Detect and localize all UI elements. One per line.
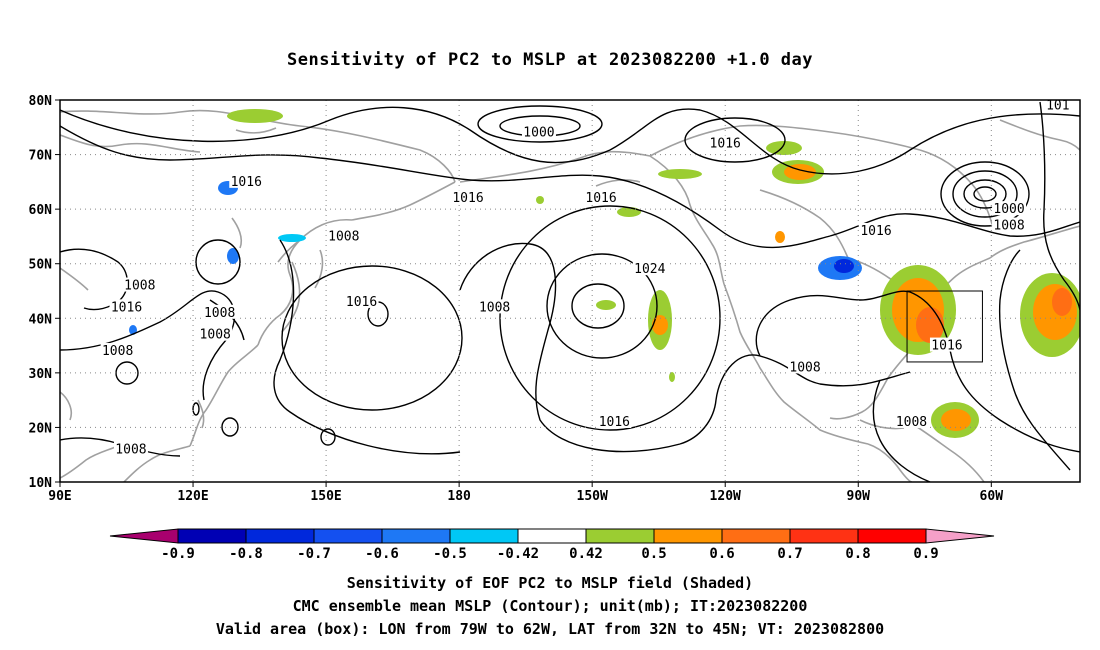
- colorbar-label: -0.9: [161, 546, 195, 562]
- lon-label: 120E: [177, 489, 208, 504]
- contour-labels: 1016 1008 1016 1008 1008 1008 1008 1016 1008 1000…: [100, 97, 1071, 457]
- colorbar-bin: [517, 528, 587, 544]
- colorbar-label: -0.8: [229, 546, 263, 562]
- contour-label-bg: [113, 441, 148, 456]
- contour-label-bg: [584, 190, 619, 205]
- colorbar-bin: [721, 528, 791, 544]
- colorbar-label: 0.8: [845, 546, 870, 562]
- footer-line-1: Sensitivity of EOF PC2 to MSLP field (Sh…: [346, 574, 754, 592]
- contour-label: 1008: [124, 279, 155, 294]
- lat-label: 70N: [29, 149, 53, 164]
- colorbar-label: 0.42: [569, 546, 603, 562]
- colorbar-label: -0.42: [497, 546, 539, 562]
- colorbar-bin: [585, 528, 655, 544]
- contour-label-bg: [632, 261, 667, 276]
- contour-label: 1016: [931, 339, 962, 354]
- lon-label: 60W: [980, 489, 1004, 504]
- map-title: Sensitivity of PC2 to MSLP at 2023082200…: [286, 50, 813, 70]
- colorbar-label: 0.9: [913, 546, 938, 562]
- contour-label: 1016: [346, 295, 377, 310]
- colorbar-bin: [449, 528, 519, 544]
- lat-label: 10N: [29, 476, 53, 491]
- lon-label: 120W: [710, 489, 741, 504]
- contour-label: 1016: [452, 191, 483, 206]
- footer-line-2: CMC ensemble mean MSLP (Contour); unit(m…: [292, 597, 808, 615]
- colorbar-label: -0.7: [297, 546, 331, 562]
- map-frame: [59, 99, 1081, 483]
- contour-label-bg: [198, 326, 233, 341]
- contour-label-bg: [521, 124, 556, 139]
- colorbar-bin: [789, 528, 859, 544]
- lon-label: 150E: [310, 489, 341, 504]
- colorbar-bin: [245, 528, 315, 544]
- colorbar-label: 0.6: [709, 546, 734, 562]
- contour-label-bg: [992, 217, 1027, 232]
- contour-label-bg: [344, 293, 379, 308]
- contour-label: 1008: [896, 415, 927, 430]
- contour-label: 101: [1046, 98, 1069, 113]
- contour-label-bg: [477, 299, 512, 314]
- colorbar-bin: [177, 528, 247, 544]
- contour-label: 1016: [585, 191, 616, 206]
- contour-label-bg: [1044, 97, 1071, 112]
- colorbar-label: 0.7: [777, 546, 802, 562]
- contour-label: 1016: [599, 415, 630, 430]
- contour-label-bg: [708, 135, 743, 150]
- contour-label-bg: [100, 343, 135, 358]
- colorbar-bin: [313, 528, 383, 544]
- contour-label-bg: [929, 337, 964, 352]
- contour-label: 1008: [115, 442, 146, 457]
- contour-label: 1008: [200, 328, 231, 343]
- lat-label: 80N: [29, 94, 53, 109]
- colorbar-bin: [381, 528, 451, 544]
- lon-label: 180: [447, 489, 471, 504]
- contour-label-bg: [992, 201, 1027, 216]
- contour-label: 1008: [479, 300, 510, 315]
- map-gridlines: [60, 100, 1080, 482]
- valid-area-box: [906, 290, 983, 363]
- sensitivity-shading: [129, 109, 1080, 438]
- contour-label: 1016: [710, 137, 741, 152]
- contour-label-bg: [894, 413, 929, 428]
- contour-label: 1008: [328, 229, 359, 244]
- lat-label: 20N: [29, 421, 53, 436]
- lat-label: 30N: [29, 367, 53, 382]
- colorbar-label: 0.5: [641, 546, 666, 562]
- colorbar-left-arrow: [109, 528, 179, 544]
- contour-label: 1000: [523, 126, 554, 141]
- lat-label: 40N: [29, 312, 53, 327]
- colorbar-label: -0.6: [365, 546, 399, 562]
- contour-label-bg: [788, 359, 823, 374]
- contour-label-bg: [109, 299, 144, 314]
- contour-label: 1016: [860, 224, 891, 239]
- contour-label-bg: [859, 222, 893, 237]
- contour-label: 1008: [102, 344, 133, 359]
- lat-label: 50N: [29, 258, 53, 273]
- colorbar-bin: [653, 528, 723, 544]
- contour-label-bg: [326, 228, 361, 243]
- contour-label-bg: [122, 277, 157, 292]
- lat-label: 60N: [29, 203, 53, 218]
- contour-label-bg: [202, 304, 237, 319]
- colorbar: -0.9 -0.8 -0.7 -0.6 -0.5 -0.42 0.42 0.5 0.6 0.7 0.…: [109, 528, 995, 562]
- contour-label-bg: [451, 190, 485, 205]
- contour-label: 1016: [111, 300, 142, 315]
- contour-label: 1008: [789, 360, 820, 375]
- footer-line-3: Valid area (box): LON from 79W to 62W, L…: [215, 620, 885, 638]
- lon-label: 90E: [48, 489, 71, 504]
- contour-label: 1000: [993, 202, 1024, 217]
- contour-label: 1024: [634, 262, 665, 277]
- contour-label-bg: [597, 413, 632, 428]
- colorbar-right-arrow: [925, 528, 995, 544]
- contour-label: 1016: [231, 175, 262, 190]
- lon-label: 150W: [577, 489, 608, 504]
- contour-label-bg: [229, 173, 264, 188]
- contour-label: 1008: [204, 306, 235, 321]
- colorbar-bin: [857, 528, 927, 544]
- colorbar-label: -0.5: [433, 546, 467, 562]
- contour-label: 1008: [993, 219, 1024, 234]
- lon-label: 90W: [847, 489, 871, 504]
